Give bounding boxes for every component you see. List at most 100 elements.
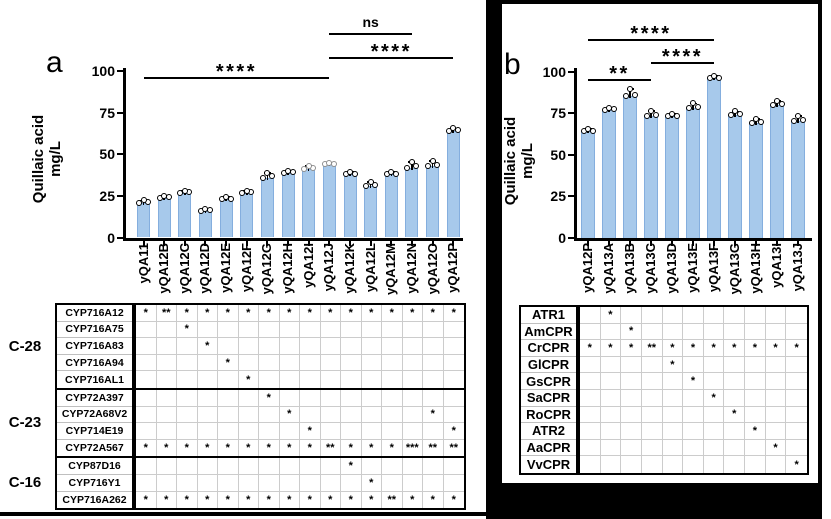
y-axis-a [123,68,126,241]
table-cell-CYP72A567-col9: * [300,439,321,457]
table-cell-CrCPR-col11: * [786,340,807,357]
table-cell-CYP714E19-col15 [423,423,444,440]
x-tick-yQA12B [163,240,166,246]
table-cell-CrCPR-col10: * [765,340,787,357]
x-axis-a [123,237,463,241]
table-cell-CYP716Y1-col16 [443,475,464,492]
table-cell-CYP716A83-col8 [279,338,300,355]
table-cell-AaCPR-col4 [641,439,663,457]
enzyme-matrix-block-a-2: * * * * * * * * * * * * * * ** * * * *** ** ** [134,388,466,459]
table-cell-CrCPR-col3: * [621,340,642,357]
table-cell-CYP716A75-col15 [423,321,444,339]
table-cell-CYP72A68V2-col3 [177,406,198,424]
data-point-yQA13C-1 [643,113,650,120]
x-category-label-yQA13D: yQA13D [664,243,679,294]
table-cell-CYP72A397-col4 [197,390,218,407]
table-cell-CYP716AL1-col16 [444,371,465,388]
table-cell-CYP716A262-col6: * [239,491,259,509]
table-cell-CYP716Y1-col9 [300,474,321,492]
x-category-label-yQA12G: yQA12G [259,243,275,295]
table-cell-SaCPR-col3 [621,389,642,407]
table-cell-CYP72A397-col15 [423,390,444,407]
table-cell-CYP714E19-col6 [238,423,259,440]
table-cell-CYP87D16-col8 [279,458,300,475]
table-cell-CrCPR-col2: * [600,340,622,357]
table-cell-CYP716A94-col6 [238,354,259,372]
table-cell-SaCPR-col5 [662,389,684,407]
table-cell-ATR1-col4 [641,307,663,324]
table-cell-CYP72A68V2-col11 [341,406,362,424]
table-cell-CYP72A68V2-col9 [300,406,321,424]
enzyme-row-label-CYP716A94: CYP716A94 [57,355,132,372]
table-cell-CYP714E19-col11 [341,423,362,440]
enzyme-row-label-AmCPR: AmCPR [521,324,576,341]
enzyme-label-block-a-1: CYP716A12 CYP716A75 CYP716A83 CYP716A94 CYP7… [55,303,134,390]
table-cell-CYP716Y1-col11 [341,474,362,492]
table-cell-GlCPR-col2 [600,356,622,374]
table-cell-SaCPR-col1 [580,389,601,407]
significance-label-a-1: **** [215,61,257,83]
data-point-yQA13I-2 [778,100,785,107]
data-point-yQA13B-1 [622,93,629,100]
table-cell-VvCPR-col5 [663,456,684,473]
x-category-label-yQA12B: yQA12B [156,243,172,294]
table-cell-GlCPR-col7 [703,356,725,374]
table-cell-ATR2-col10 [765,423,787,440]
x-category-label-yQA13A: yQA13A [601,243,616,294]
table-cell-CYP716A94-col5: * [218,354,239,372]
table-cell-AaCPR-col9 [745,439,766,457]
enzyme-label-block-a-3: CYP87D16 CYP716Y1 CYP716A262 [55,456,134,511]
table-cell-CYP716Y1-col14 [402,474,423,492]
table-cell-AaCPR-col3 [621,439,642,457]
table-cell-CYP714E19-col2 [156,423,177,440]
table-cell-CYP72A68V2-col4 [197,406,218,424]
x-tick-yQA12C [183,240,186,246]
table-cell-CYP72A68V2-col6 [238,406,259,424]
x-category-label-yQA13F: yQA13F [706,243,721,293]
y-axis-title-b-line1: Quillaic acid [502,116,519,206]
table-cell-CrCPR-col1: * [580,340,601,357]
table-cell-SaCPR-col11 [786,390,807,407]
table-cell-CYP716A94-col2 [156,354,177,372]
y-axis-title-a-line2: mg/L [47,141,64,177]
table-cell-CYP716A83-col11 [341,338,362,355]
enzyme-row-label-VvCPR: VvCPR [526,457,571,473]
data-point-yQA12D-3 [202,206,209,213]
x-tick-yQA13G [734,241,736,246]
bar-yQA12O [426,165,440,238]
table-cell-CYP72A397-col13 [382,390,403,407]
x-category-label-yQA12M: yQA12M [383,243,399,296]
bar-yQA13G [728,114,742,238]
enzyme-row-label-GlCPR: GlCPR [521,357,576,374]
table-cell-CYP716AL1-col2 [157,371,177,388]
table-cell-GlCPR-col8 [724,356,746,374]
x-tick-yQA12O [431,240,434,246]
y-tick-label-a-25: 25 [99,187,115,204]
table-cell-CYP72A68V2-col15: * [423,406,444,424]
table-cell-ATR1-col10 [765,307,787,324]
bar-yQA13D [665,116,679,238]
table-cell-RoCPR-col3 [621,406,642,424]
table-cell-CYP72A567-col3: * [177,439,198,457]
table-cell-CYP714E19-col7 [259,423,280,440]
x-category-label-yQA12D: yQA12D [197,243,213,294]
x-category-label-yQA13J: yQA13J [790,243,805,292]
table-cell-CYP87D16-col6 [238,458,259,475]
table-cell-CYP72A68V2-col7 [259,406,280,424]
enzyme-row-label-GsCPR: GsCPR [521,373,576,390]
table-cell-CYP714E19-col1 [136,423,157,440]
table-cell-CYP714E19-col12 [361,423,382,440]
y-axis-title-a: Quillaic acid mg/L [30,94,64,224]
bar-yQA12N [405,167,419,238]
y-tick-label-a-50: 50 [99,146,115,163]
x-category-label-yQA13H: yQA13H [748,243,763,294]
bar-yQA11 [137,202,150,238]
error-bar-yQA12O [431,160,434,168]
table-cell-GlCPR-col5: * [662,356,684,374]
error-bar-yQA12L [369,181,372,188]
table-cell-ATR1-col7 [703,307,725,324]
x-category-label-yQA11: yQA11 [135,243,151,284]
error-bar-yQA13G [734,111,736,117]
table-cell-CYP72A567-col5: * [218,439,239,457]
significance-label-b-2: **** [661,46,704,68]
